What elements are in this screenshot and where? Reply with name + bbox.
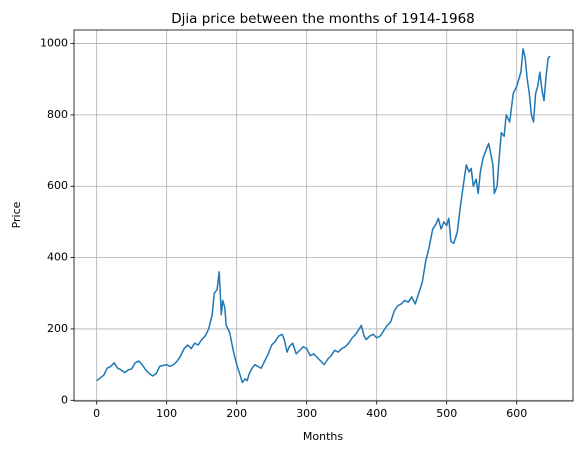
y-tick-label: 0 <box>61 393 68 406</box>
y-tick-label: 800 <box>47 108 68 121</box>
y-tick-label: 1000 <box>40 37 68 50</box>
y-tick-label: 600 <box>47 179 68 192</box>
x-tick-label: 200 <box>226 407 247 420</box>
x-tick-label: 0 <box>93 407 100 420</box>
x-tick-label: 100 <box>156 407 177 420</box>
x-tick-label: 300 <box>296 407 317 420</box>
x-tick-label: 500 <box>436 407 457 420</box>
line <box>96 48 551 384</box>
x-axis-label: Months <box>303 430 343 443</box>
grid <box>74 30 573 401</box>
y-tick-label: 200 <box>47 322 68 335</box>
y-tick-label: 400 <box>47 251 68 264</box>
y-axis-label: Price <box>10 201 23 228</box>
plot-area <box>96 48 551 384</box>
chart-title: Djia price between the months of 1914-19… <box>171 11 475 27</box>
x-tick-label: 600 <box>506 407 527 420</box>
x-tick-label: 400 <box>366 407 387 420</box>
axes-frame <box>73 29 574 402</box>
